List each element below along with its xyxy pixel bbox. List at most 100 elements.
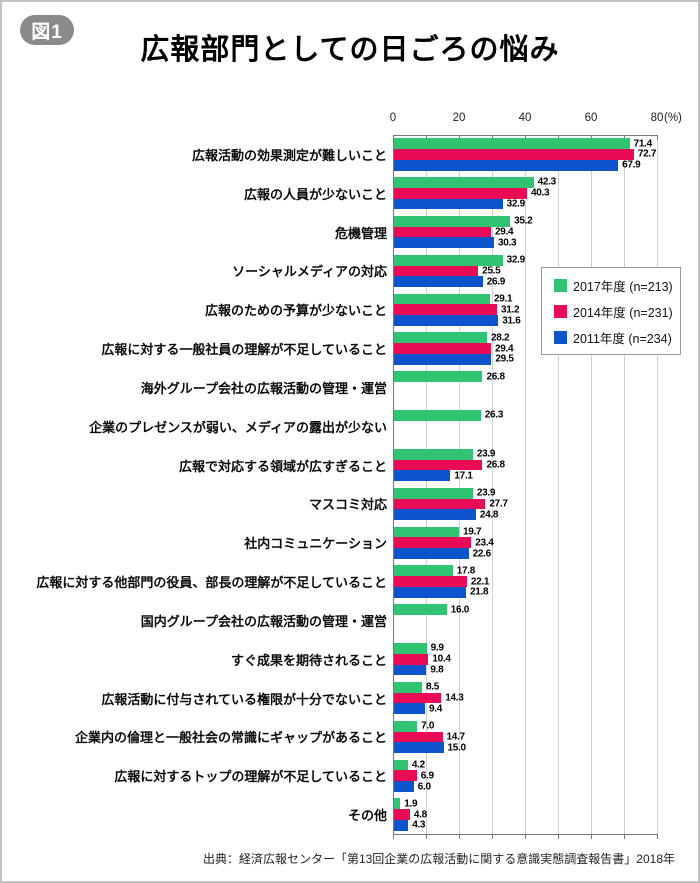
value-label-2014: 40.3 (530, 187, 550, 199)
value-label-2014: 4.8 (413, 809, 427, 821)
value-label-2017: 19.7 (463, 526, 482, 538)
category-label: 企業のプレゼンスが弱い、メディアの露出が少ない (89, 419, 387, 435)
value-label-2014: 72.7 (637, 148, 657, 160)
axis-tick (393, 135, 394, 140)
axis-tick-label: 0 (389, 112, 397, 124)
value-label-2017: 32.9 (506, 254, 526, 266)
value-label-2014: 6.9 (420, 770, 434, 782)
bar-2017 (394, 798, 401, 810)
legend-label-2017: 2017年度 (n=213) (573, 279, 673, 294)
bar-2017 (394, 643, 427, 654)
value-label-2011: 15.0 (447, 742, 467, 754)
value-label-2014: 31.2 (500, 304, 520, 316)
figure-number-badge: 図1 (20, 15, 74, 45)
value-label-2017: 4.2 (411, 759, 425, 771)
bar-2017 (394, 565, 453, 577)
value-label-2017: 42.3 (537, 176, 557, 188)
value-label-2011: 32.9 (506, 198, 526, 210)
bar-2017 (394, 487, 473, 499)
value-label-2017: 26.3 (484, 409, 504, 421)
legend-item-2014: 2014年度 (n=231) (554, 302, 680, 321)
bar-2014 (394, 226, 492, 238)
axis-tick (492, 834, 493, 839)
bar-2014 (394, 498, 486, 510)
category-label: 広報の人員が少ないこと (243, 186, 387, 202)
bar-2014 (394, 809, 410, 820)
bar-2014 (394, 187, 527, 199)
gridline (525, 135, 526, 834)
category-label: すぐ成果を期待されること (230, 652, 387, 668)
category-label: 広報に対する一般社員の理解が不足していること (101, 342, 387, 358)
gridline (426, 135, 427, 834)
value-label-2011: 67.9 (622, 159, 641, 171)
value-label-2017: 1.9 (404, 798, 418, 810)
value-label-2014: 23.4 (475, 537, 494, 549)
axis-tick-label: 80 (650, 112, 664, 124)
axis-tick (393, 834, 394, 839)
bar-2017 (394, 371, 483, 382)
bar-2017 (394, 293, 491, 305)
value-label-2014: 22.1 (470, 576, 490, 588)
category-label: 広報に対する他部門の役員、部長の理解が不足していること (36, 575, 387, 591)
axis-tick (426, 834, 427, 839)
value-label-2017: 8.5 (426, 681, 440, 693)
bar-2017 (394, 138, 630, 149)
category-label: その他 (347, 808, 387, 824)
bar-2014 (394, 653, 429, 665)
axis-tick-label: 20 (452, 112, 466, 124)
value-label-2014: 14.7 (446, 731, 466, 743)
value-label-2017: 23.9 (476, 487, 496, 499)
value-label-2017: 26.8 (486, 371, 505, 383)
category-label: 広報に対するトップの理解が不足していること (114, 769, 387, 785)
gridline (558, 135, 559, 834)
value-label-2011: 9.4 (429, 703, 443, 715)
value-label-2017: 9.9 (430, 642, 444, 654)
bar-2011 (394, 548, 469, 559)
chart-title: 広報部門としての日ごろの悩み (140, 34, 560, 66)
legend-label-2014: 2014年度 (n=231) (573, 305, 673, 320)
legend-swatch-2017 (554, 278, 567, 292)
bar-2014 (394, 576, 467, 587)
axis-tick (459, 135, 460, 140)
bar-2017 (394, 177, 534, 188)
bar-2014 (394, 304, 497, 316)
gridline (591, 135, 592, 834)
gridline (657, 135, 658, 834)
value-label-2011: 30.3 (497, 237, 517, 249)
axis-tick (426, 135, 427, 140)
bar-2011 (394, 742, 444, 754)
axis-tick (459, 834, 460, 839)
axis-tick (624, 834, 625, 839)
value-label-2011: 4.3 (412, 819, 426, 831)
axis-tick (525, 834, 526, 839)
value-label-2017: 7.0 (421, 720, 435, 732)
category-label: 広報で対応する領域が広すぎること (178, 458, 387, 474)
bar-2014 (394, 149, 634, 160)
legend-item-2017: 2017年度 (n=213) (554, 276, 680, 295)
bar-2011 (394, 509, 476, 521)
bar-2017 (394, 604, 447, 615)
value-label-2014: 10.4 (432, 653, 451, 665)
category-label: 広報活動に付与されている権限が十分でないこと (101, 691, 387, 707)
bar-2017 (394, 332, 488, 344)
value-label-2014: 14.3 (445, 692, 464, 704)
bar-2011 (394, 819, 409, 831)
bar-2014 (394, 692, 442, 704)
value-label-2017: 17.8 (456, 565, 476, 577)
gridline (624, 135, 625, 834)
bar-2011 (394, 353, 492, 365)
bar-2011 (394, 703, 426, 715)
value-label-2014: 27.7 (489, 498, 508, 510)
value-label-2011: 17.1 (454, 470, 473, 482)
axis-tick (558, 135, 559, 140)
bar-2011 (394, 315, 499, 326)
legend-label-2011: 2011年度 (n=234) (573, 331, 672, 346)
axis-tick (657, 135, 658, 140)
bar-2017 (394, 448, 473, 460)
value-label-2011: 21.8 (469, 586, 489, 598)
value-label-2011: 9.8 (430, 664, 444, 676)
source-citation: 出典：経済広報センター「第13回企業の広報活動に関する意識実態調査報告書」201… (202, 852, 675, 866)
bar-2014 (394, 265, 479, 277)
axis-tick (591, 834, 592, 839)
